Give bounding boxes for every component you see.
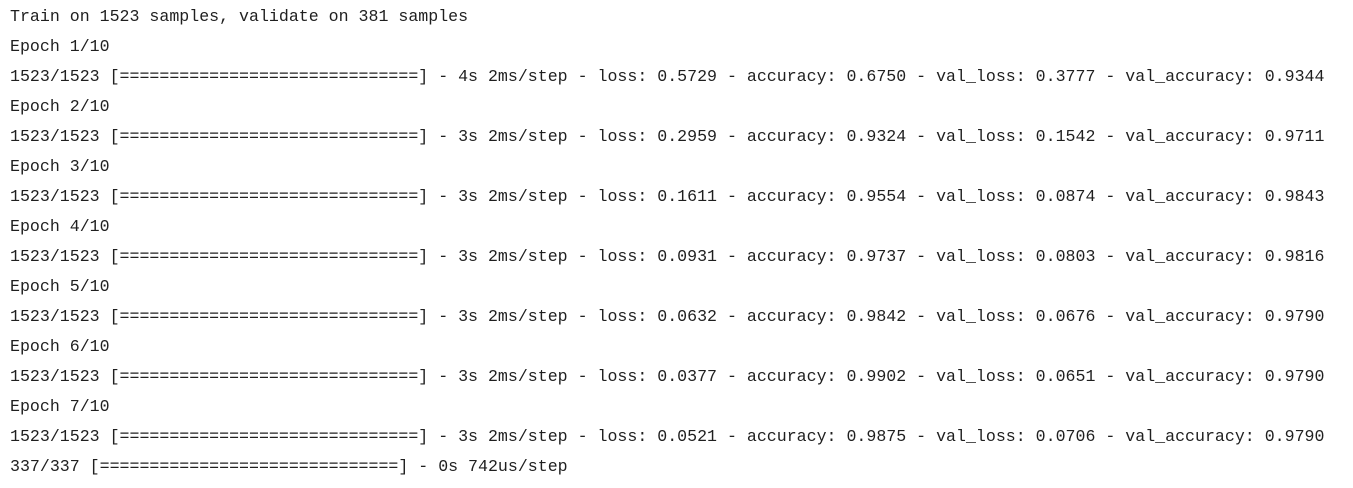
output-line: 1523/1523 [=============================… <box>10 367 1325 386</box>
output-line: Epoch 1/10 <box>10 37 110 56</box>
output-line: Epoch 2/10 <box>10 97 110 116</box>
output-line: Epoch 5/10 <box>10 277 110 296</box>
output-line: 1523/1523 [=============================… <box>10 127 1325 146</box>
output-line: 1523/1523 [=============================… <box>10 67 1325 86</box>
output-line: 1523/1523 [=============================… <box>10 187 1325 206</box>
output-line: Epoch 6/10 <box>10 337 110 356</box>
output-line: 1523/1523 [=============================… <box>10 247 1325 266</box>
output-line: Epoch 7/10 <box>10 397 110 416</box>
output-line: Train on 1523 samples, validate on 381 s… <box>10 7 469 26</box>
output-line: 337/337 [==============================]… <box>10 457 568 476</box>
output-line: Epoch 3/10 <box>10 157 110 176</box>
output-line: Epoch 4/10 <box>10 217 110 236</box>
output-line: 1523/1523 [=============================… <box>10 427 1325 446</box>
output-line: 1523/1523 [=============================… <box>10 307 1325 326</box>
